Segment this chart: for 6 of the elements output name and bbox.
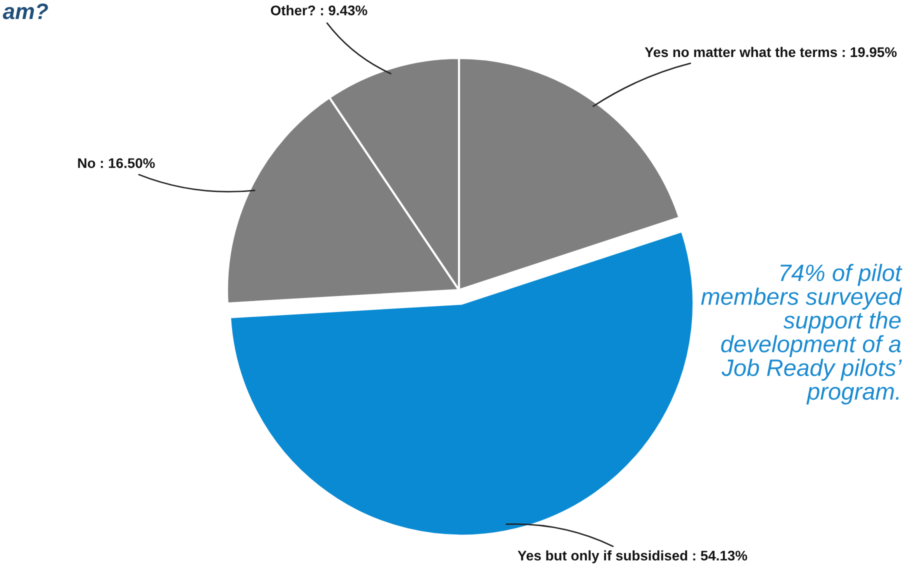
slice-label: Yes but only if subsidised : 54.13% xyxy=(518,550,748,564)
slice-label: Other? : 9.43% xyxy=(270,5,368,16)
slice-label: Yes no matter what the terms : 19.95% xyxy=(644,46,897,58)
slice-label: No : 16.50% xyxy=(78,158,155,168)
text: 74% of pilot members surveyed support the development of a Job Ready pilots’ program. xyxy=(701,264,902,405)
chart-title: am? xyxy=(2,3,48,20)
